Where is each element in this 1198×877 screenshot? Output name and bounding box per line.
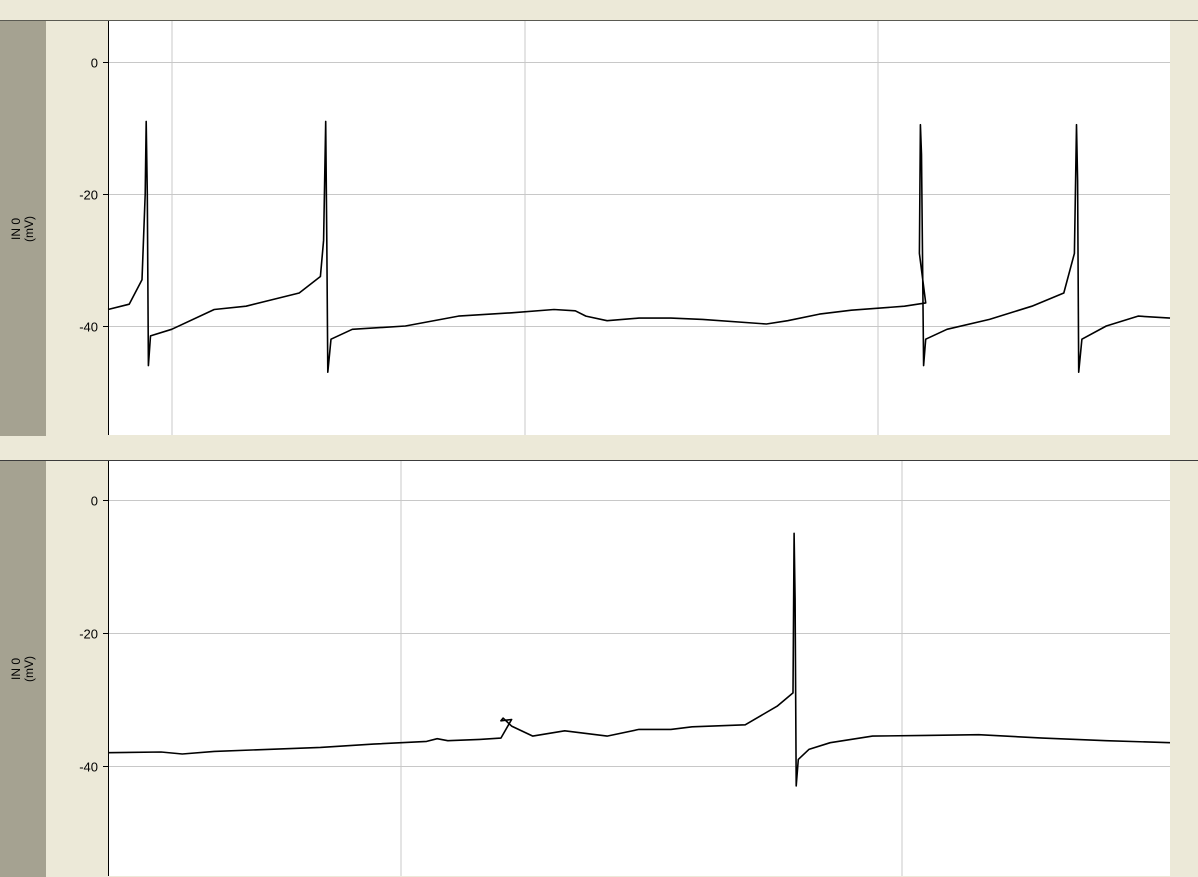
panel-splitter[interactable] (0, 436, 1198, 460)
voltage-trace (107, 532, 1171, 787)
plot-area[interactable] (108, 21, 1170, 435)
channel-tab[interactable]: IN 0 (mV) (0, 461, 46, 877)
y-tick-label: -20 (79, 188, 98, 203)
trace-panel-top[interactable]: IN 0 (mV) 0 -20 -40 (0, 21, 1198, 437)
trace-panel-bottom[interactable]: IN 0 (mV) 0 -20 -40 (0, 460, 1198, 877)
trace-plot[interactable]: 0 -20 -40 (0, 461, 1198, 877)
y-tick-label: -40 (79, 320, 98, 335)
channel-tab[interactable]: IN 0 (mV) (0, 21, 46, 436)
y-tick-label: -40 (79, 760, 98, 775)
y-tick-label: 0 (91, 56, 98, 71)
y-tick-label: -20 (79, 627, 98, 642)
y-tick-label: 0 (91, 494, 98, 509)
toolbar-strip (0, 0, 1198, 21)
voltage-trace (107, 120, 1171, 374)
trace-plot[interactable]: 0 -20 -40 (0, 21, 1198, 436)
plot-area[interactable] (108, 461, 1170, 876)
